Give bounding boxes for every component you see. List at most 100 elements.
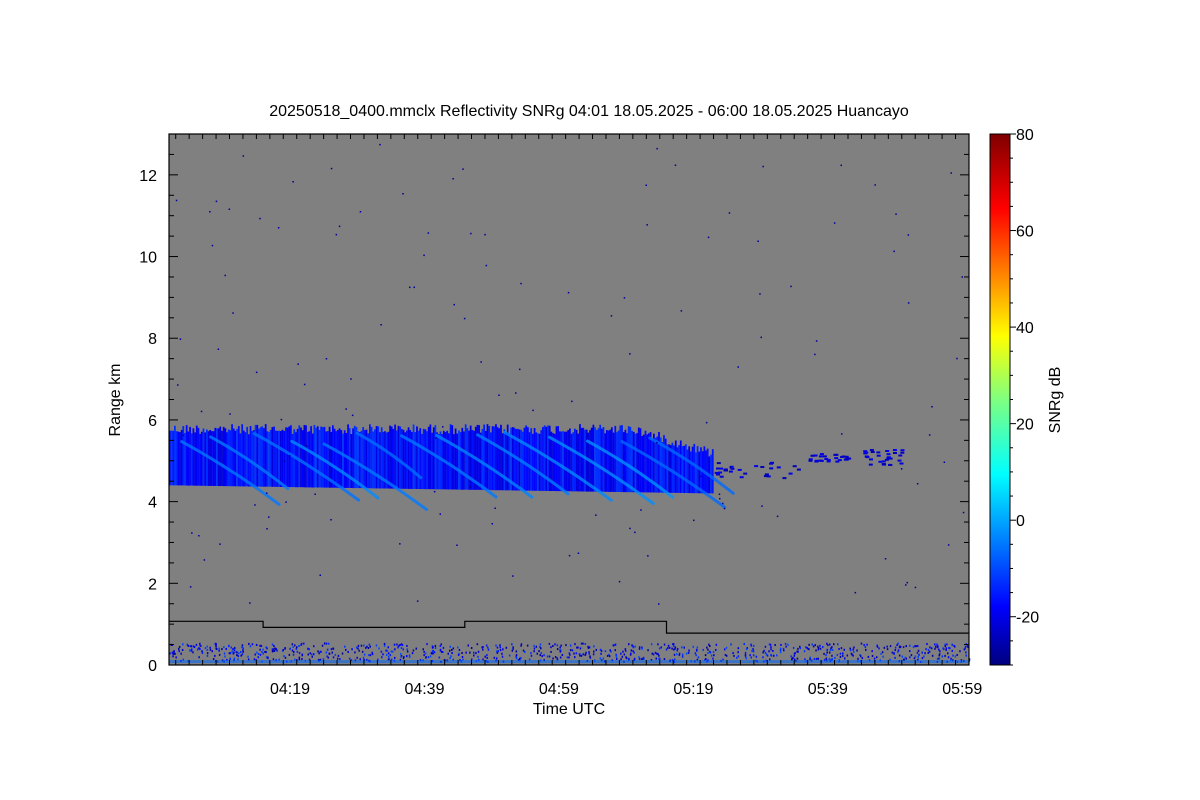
noise-speck: [297, 363, 299, 365]
echo-column: [562, 431, 565, 492]
echo-column: [696, 446, 699, 494]
clutter-pixel: [710, 654, 713, 657]
clutter-pixel: [331, 651, 333, 654]
clutter-pixel: [174, 652, 176, 655]
clutter-pixel: [829, 648, 832, 651]
clutter-pixel: [863, 644, 865, 646]
clutter-pixel: [296, 650, 299, 653]
echo-column: [382, 431, 385, 489]
clutter-pixel: [628, 657, 630, 660]
echo-column: [377, 426, 380, 489]
clutter-pixel: [733, 654, 735, 657]
noise-speck: [674, 164, 677, 166]
noise-speck: [179, 338, 182, 340]
echo-column: [673, 445, 675, 493]
clutter-pixel: [361, 650, 364, 653]
clutter-pixel: [462, 658, 464, 661]
echo-column: [496, 427, 499, 491]
noise-speck: [266, 528, 268, 530]
noise-speck: [498, 394, 500, 396]
clutter-pixel: [792, 646, 795, 649]
clutter-pixel: [276, 649, 278, 652]
echo-column: [305, 425, 307, 488]
clutter-pixel: [323, 642, 326, 645]
sparse-echo: [718, 471, 723, 474]
echo-column: [422, 428, 425, 490]
clutter-pixel: [274, 647, 276, 650]
clutter-pixel: [766, 654, 769, 657]
clutter-pixel: [842, 654, 844, 657]
clutter-pixel: [221, 648, 223, 651]
echo-column: [352, 428, 354, 489]
clutter-pixel: [624, 648, 627, 651]
echo-column: [595, 430, 598, 492]
clutter-pixel: [681, 653, 684, 656]
noise-speck: [494, 507, 496, 509]
echo-column: [564, 431, 566, 492]
clutter-pixel: [362, 656, 365, 659]
clutter-pixel: [899, 645, 902, 648]
noise-speck: [759, 293, 761, 295]
clutter-pixel: [817, 648, 820, 651]
clutter-pixel: [671, 647, 673, 650]
echo-column: [558, 431, 561, 492]
noise-speck: [519, 368, 521, 371]
clutter-pixel: [827, 644, 829, 647]
clutter-pixel: [311, 655, 313, 658]
clutter-pixel: [330, 648, 333, 651]
clutter-pixel: [515, 655, 517, 658]
clutter-pixel: [223, 652, 226, 655]
clutter-pixel: [232, 648, 234, 651]
clutter-pixel: [181, 649, 184, 651]
clutter-pixel: [822, 646, 824, 648]
clutter-pixel: [657, 643, 659, 646]
clutter-pixel: [905, 645, 907, 648]
clutter-pixel: [660, 646, 662, 649]
clutter-pixel: [199, 648, 201, 650]
clutter-pixel: [808, 643, 810, 646]
clutter-pixel: [796, 657, 799, 660]
sparse-echo: [869, 449, 874, 451]
echo-column: [239, 433, 242, 487]
echo-column: [483, 424, 486, 490]
echo-column: [295, 432, 297, 488]
echo-column: [288, 426, 291, 488]
clutter-pixel: [632, 644, 634, 647]
clutter-pixel: [505, 646, 508, 649]
clutter-pixel: [713, 654, 715, 657]
clutter-pixel: [825, 657, 827, 660]
echo-column: [426, 431, 428, 490]
echo-column: [392, 428, 395, 489]
clutter-pixel: [439, 648, 442, 651]
clutter-pixel: [559, 656, 562, 659]
clutter-pixel: [426, 643, 428, 646]
clutter-pixel: [533, 647, 536, 650]
clutter-pixel: [602, 657, 605, 660]
clutter-pixel: [201, 651, 204, 654]
clutter-pixel: [751, 649, 753, 652]
echo-column: [510, 427, 512, 491]
fall-streak: [180, 440, 281, 506]
clutter-pixel: [548, 642, 551, 645]
sparse-echo: [837, 459, 842, 462]
echo-column: [217, 428, 220, 486]
clutter-pixel: [914, 645, 916, 648]
clutter-pixel: [300, 643, 302, 646]
clutter-pixel: [415, 647, 417, 650]
clutter-pixel: [300, 642, 303, 645]
sparse-echo: [881, 460, 886, 463]
clutter-pixel: [909, 656, 911, 659]
echo-column: [584, 429, 586, 492]
clutter-pixel: [615, 655, 618, 658]
clutter-pixel: [641, 658, 643, 661]
clutter-pixel: [797, 647, 799, 650]
echo-column: [389, 425, 391, 489]
clutter-pixel: [782, 647, 785, 650]
noise-speck: [645, 184, 647, 186]
clutter-pixel: [873, 657, 876, 660]
clutter-pixel: [262, 648, 264, 651]
noise-speck: [209, 211, 211, 213]
clutter-pixel: [262, 652, 264, 655]
clutter-pixel: [773, 654, 775, 657]
clutter-pixel: [457, 653, 460, 656]
